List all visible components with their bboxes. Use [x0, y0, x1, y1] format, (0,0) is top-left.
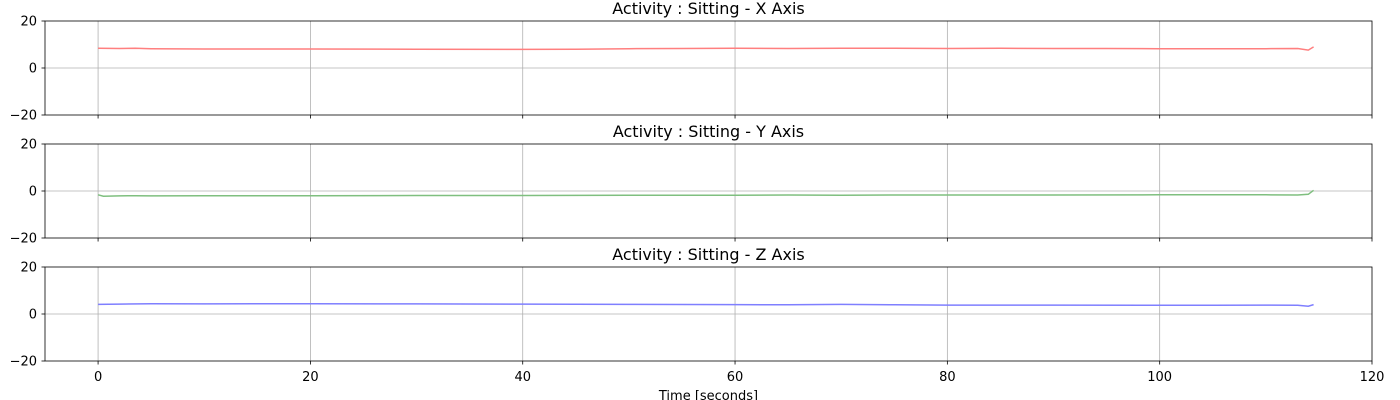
x-tick-label: 60 — [727, 370, 744, 385]
subplot-2: −20 0 20 Activity : Sitting - Y Axis — [10, 122, 1373, 247]
x-tick-label: 120 — [1360, 370, 1385, 385]
x-tick-label: 40 — [514, 370, 531, 385]
subplot-3: −20 0 20 0 20 40 60 80 100 120 Activity : Sitting … — [10, 245, 1385, 400]
x-tick-label: 80 — [939, 370, 956, 385]
y-tick-label: 0 — [29, 185, 37, 200]
series-line-1 — [98, 302, 1314, 307]
y-tick-label: 0 — [29, 308, 37, 323]
x-tick-label: 20 — [302, 370, 319, 385]
subplot-1: −20 0 20 Activity : Sitting - X Axis — [10, 0, 1373, 124]
y-tick-label: 20 — [20, 15, 37, 30]
y-tick-label: −20 — [10, 355, 37, 370]
x-tick-label: 100 — [1147, 370, 1172, 385]
x-axis-label: Time [seconds] — [658, 389, 758, 400]
subplot-title: Activity : Sitting - Y Axis — [613, 122, 804, 141]
x-tick-label: 0 — [94, 370, 102, 385]
series-line-1 — [98, 46, 1314, 51]
subplot-title: Activity : Sitting - X Axis — [612, 0, 804, 18]
y-tick-label: 0 — [29, 62, 37, 77]
y-tick-label: −20 — [10, 109, 37, 124]
series-line-1 — [97, 189, 1315, 197]
y-tick-label: 20 — [20, 261, 37, 276]
y-tick-label: 20 — [20, 138, 37, 153]
y-tick-label: −20 — [10, 232, 37, 247]
subplot-title: Activity : Sitting - Z Axis — [612, 245, 804, 264]
